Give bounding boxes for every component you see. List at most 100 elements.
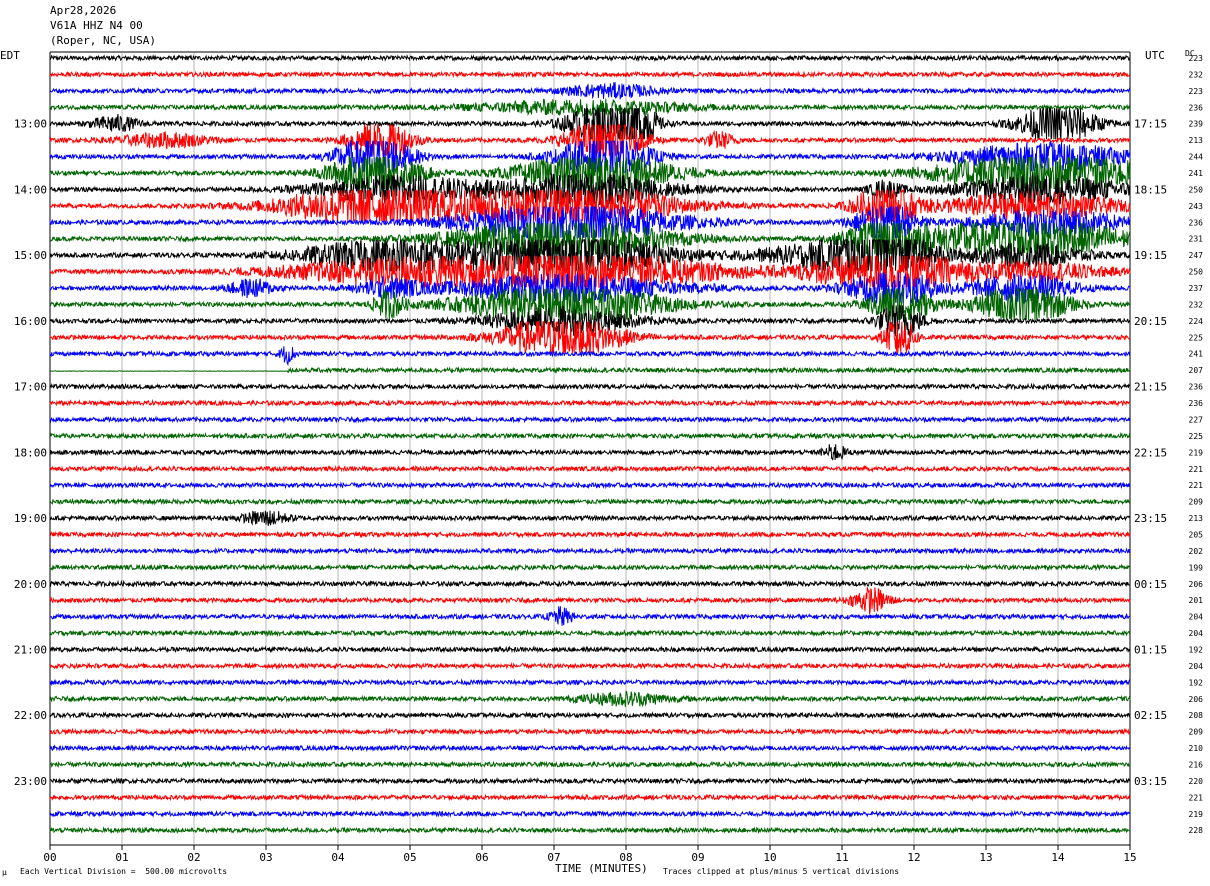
dc-offset-value: 204 [1189,629,1204,638]
edt-hour-label: 14:00 [14,183,47,196]
trace-32 [49,563,1131,572]
dc-offset-value: 250 [1189,268,1204,277]
dc-offset-value: 236 [1189,399,1204,408]
trace-1 [49,53,1131,63]
x-tick-label: 05 [403,851,416,864]
utc-hour-label: 21:15 [1134,381,1167,394]
dc-offset-value: 227 [1189,415,1204,424]
dc-offset-value: 241 [1189,350,1204,359]
dc-offset-value: 192 [1189,678,1204,687]
trace-12 [49,221,1131,256]
dc-offset-value: 192 [1189,645,1204,654]
dc-offset-value: 236 [1189,103,1204,112]
x-tick-label: 12 [907,851,920,864]
dc-offset-value: 216 [1189,760,1204,769]
dc-offset-value: 204 [1189,613,1204,622]
edt-hour-label: 21:00 [14,643,47,656]
x-tick-label: 02 [187,851,200,864]
edt-hour-label: 16:00 [14,315,47,328]
dc-offset-value: 239 [1189,120,1204,129]
x-tick-label: 01 [115,851,128,864]
dc-offset-label: DC [1185,49,1195,58]
trace-3 [49,82,1131,100]
utc-hour-label: 00:15 [1134,578,1167,591]
dc-offset-value: 221 [1189,481,1204,490]
dc-offset-value: 213 [1189,136,1204,145]
dc-offset-value: 223 [1189,54,1204,63]
dc-offset-value: 209 [1189,498,1204,507]
trace-9 [49,172,1131,205]
dc-offset-value: 220 [1189,777,1204,786]
utc-hour-label: 17:15 [1134,118,1167,131]
dc-offset-value: 247 [1189,251,1204,260]
trace-48 [49,826,1131,835]
dc-offset-value: 221 [1189,793,1204,802]
header-date: Apr28,2026 [50,4,117,17]
x-tick-label: 15 [1123,851,1136,864]
edt-hour-label: 19:00 [14,512,47,525]
trace-31 [49,546,1131,555]
trace-19 [49,346,1131,366]
trace-28 [49,497,1131,506]
trace-34 [49,586,1131,615]
edt-hour-label: 17:00 [14,381,47,394]
trace-21 [49,382,1131,391]
dc-offset-value: 237 [1189,284,1204,293]
trace-26 [49,464,1131,473]
vertical-scale-note: Each Vertical Division = 500.00 microvol… [20,867,228,876]
trace-39 [49,678,1131,687]
trace-20 [49,366,1131,375]
trace-33 [49,579,1131,588]
trace-35 [49,606,1131,626]
trace-22 [49,398,1131,408]
edt-hour-label: 13:00 [14,118,47,131]
dc-offset-value: 213 [1189,514,1204,523]
left-timezone-label: EDT [0,49,20,62]
x-tick-label: 13 [979,851,992,864]
dc-offset-value: 219 [1189,448,1204,457]
header-station: V61A HHZ N4 00 [50,19,143,32]
dc-offset-value: 221 [1189,465,1204,474]
utc-hour-label: 22:15 [1134,446,1167,459]
right-timezone-label: UTC [1145,49,1165,62]
dc-offset-value: 206 [1189,695,1204,704]
dc-offset-value: 224 [1189,317,1204,326]
x-tick-label: 06 [475,851,488,864]
x-tick-label: 11 [835,851,848,864]
trace-5 [49,107,1131,142]
trace-15 [49,271,1131,304]
edt-hour-label: 20:00 [14,578,47,591]
trace-4 [49,98,1131,118]
utc-hour-label: 19:15 [1134,249,1167,262]
utc-hour-label: 02:15 [1134,709,1167,722]
trace-38 [49,661,1131,670]
trace-29 [49,510,1131,526]
trace-41 [49,711,1131,720]
dc-offset-value: 250 [1189,185,1204,194]
dc-offset-value: 208 [1189,711,1204,720]
trace-10 [49,188,1131,224]
dc-offset-value: 232 [1189,300,1204,309]
trace-16 [49,286,1131,322]
dc-offset-value: 231 [1189,235,1204,244]
trace-11 [49,204,1131,239]
dc-offset-value: 225 [1189,333,1204,342]
trace-46 [49,793,1131,802]
trace-17 [49,304,1131,337]
dc-offset-value: 236 [1189,383,1204,392]
trace-43 [49,743,1131,753]
dc-offset-value: 209 [1189,728,1204,737]
clipping-note: Traces clipped at plus/minus 5 vertical … [663,867,900,876]
x-tick-label: 09 [691,851,704,864]
dc-offset-value: 241 [1189,169,1204,178]
dc-offset-value: 199 [1189,563,1204,572]
utc-hour-label: 01:15 [1134,643,1167,656]
trace-8 [49,155,1131,191]
x-axis-title: TIME (MINUTES) [555,862,648,875]
trace-36 [49,628,1131,638]
dc-offset-value: 219 [1189,810,1204,819]
utc-hour-label: 23:15 [1134,512,1167,525]
trace-27 [49,481,1131,490]
trace-2 [49,70,1131,79]
dc-offset-value: 232 [1189,70,1204,79]
